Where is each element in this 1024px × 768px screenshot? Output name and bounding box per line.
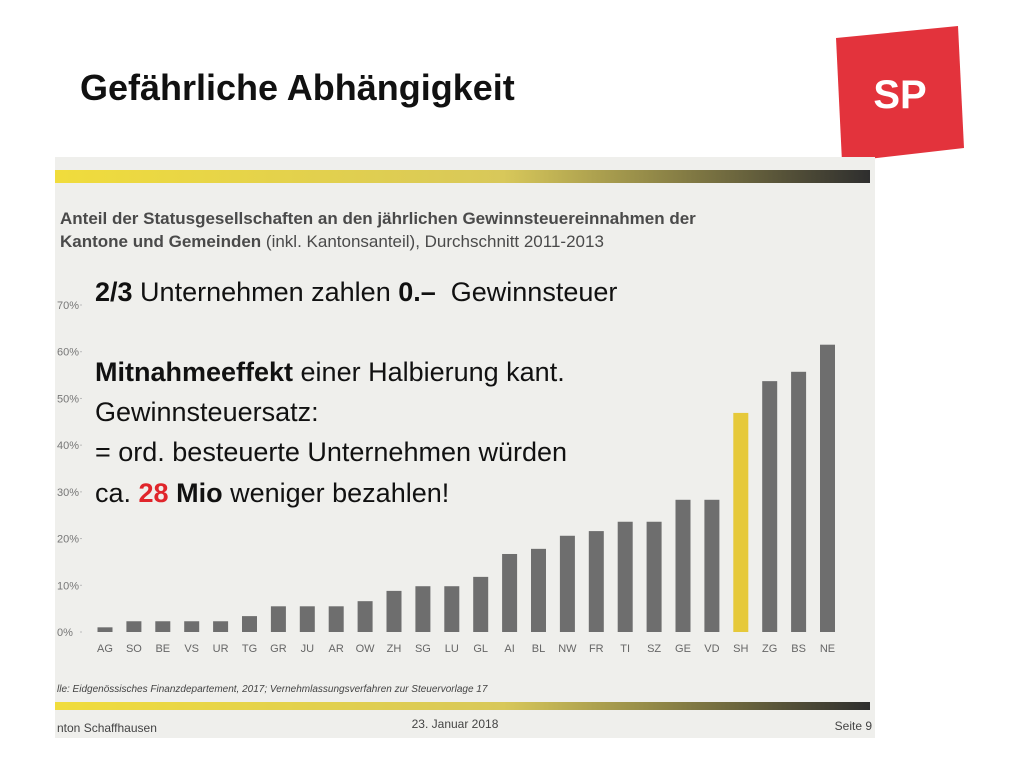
x-tick-label: SG <box>415 643 431 655</box>
x-tick-label: SH <box>733 643 748 655</box>
y-tick-label: 60% <box>57 347 79 359</box>
bar <box>531 548 546 632</box>
footer-center: 23. Januar 2018 <box>412 717 499 731</box>
bar <box>588 531 604 632</box>
y-tick-label: 20% <box>57 534 79 546</box>
bar <box>270 606 286 632</box>
x-tick-label: TG <box>242 643 257 655</box>
overlay-line-run: ca. <box>95 478 139 508</box>
overlay-line-run: Mio <box>176 478 223 508</box>
y-tick-label: 50% <box>57 393 79 405</box>
y-tick-label: 40% <box>57 440 79 452</box>
overlay-line-run: Unternehmen zahlen <box>133 277 399 307</box>
overlay-line: ca. 28 Mio weniger bezahlen! <box>95 478 449 508</box>
overlay-line-run: einer Halbierung kant. <box>293 357 565 387</box>
logo-text: SP <box>873 73 926 117</box>
y-tick-label: 10% <box>57 580 79 592</box>
chart-title-run: Anteil der Statusgesellschaften an den j… <box>60 209 696 228</box>
chart-title-run: Kantone und Gemeinden <box>60 232 261 251</box>
bottom-stripe <box>55 702 870 710</box>
overlay-line-run: = ord. besteuerte Unternehmen würden <box>95 437 567 467</box>
overlay-line-run: 2/3 <box>95 277 133 307</box>
x-tick-label: BS <box>791 643 806 655</box>
x-tick-label: UR <box>213 643 229 655</box>
y-tick-label: 30% <box>57 487 79 499</box>
bar <box>559 535 575 632</box>
bar <box>242 616 257 632</box>
x-tick-label: ZG <box>762 643 777 655</box>
footer-right: Seite 9 <box>835 719 873 733</box>
x-tick-label: LU <box>445 643 459 655</box>
x-tick-label: OW <box>356 643 376 655</box>
y-tick-label: 70% <box>57 300 79 312</box>
overlay-line-run: 0.– <box>398 277 436 307</box>
bar <box>733 412 749 632</box>
overlay-line: Gewinnsteuersatz: <box>95 397 319 427</box>
bar <box>155 621 171 632</box>
x-tick-label: NE <box>820 643 835 655</box>
bar <box>820 344 835 632</box>
bar <box>357 601 373 632</box>
source: lle: Eidgenössisches Finanzdepartement, … <box>57 684 488 695</box>
x-tick-label: JU <box>301 643 315 655</box>
x-tick-label: SZ <box>647 643 661 655</box>
x-tick-label: GR <box>270 643 287 655</box>
bar <box>415 586 431 632</box>
overlay-line-run <box>169 478 177 508</box>
x-tick-label: GE <box>675 643 691 655</box>
bar <box>791 371 807 632</box>
x-tick-label: VS <box>184 643 199 655</box>
y-tick-label: 0% <box>57 627 73 639</box>
x-tick-label: AI <box>504 643 514 655</box>
overlay-line-run: weniger bezahlen! <box>223 478 450 508</box>
top-stripe <box>55 170 870 183</box>
bar <box>126 621 142 632</box>
bar <box>299 606 315 632</box>
bar <box>502 553 518 632</box>
overlay-line-run: Mitnahmeeffekt <box>95 357 293 387</box>
x-tick-label: AR <box>329 643 344 655</box>
x-tick-label: BL <box>532 643 545 655</box>
chart-title-run: (inkl. Kantonsanteil), Durchschnitt 2011… <box>261 232 604 251</box>
overlay-line: = ord. besteuerte Unternehmen würden <box>95 437 567 467</box>
bar <box>184 621 200 632</box>
overlay-text: 2/3 Unternehmen zahlen 0.– Gewinnsteuer M… <box>95 277 617 508</box>
slide-title: Gefährliche Abhängigkeit <box>80 67 515 108</box>
logo-box <box>836 26 964 162</box>
footer-left: nton Schaffhausen <box>57 721 157 735</box>
bar <box>97 627 113 632</box>
bar <box>213 621 229 632</box>
bar <box>646 521 662 632</box>
overlay-line-run: 28 <box>139 478 169 508</box>
chart: Anteil der Statusgesellschaften an den j… <box>57 209 835 655</box>
bar <box>444 586 460 632</box>
x-tick-label: VD <box>704 643 719 655</box>
bar <box>328 606 344 632</box>
overlay-line: Mitnahmeeffekt einer Halbierung kant. <box>95 357 565 387</box>
chart-title: Anteil der Statusgesellschaften an den j… <box>60 209 696 228</box>
bar <box>386 590 402 632</box>
chart-title: Kantone und Gemeinden (inkl. Kantonsante… <box>60 232 604 251</box>
overlay-line: 2/3 Unternehmen zahlen 0.– Gewinnsteuer <box>95 277 617 307</box>
overlay-line-run: Gewinnsteuersatz: <box>95 397 319 427</box>
bar <box>762 381 778 632</box>
x-tick-label: SO <box>126 643 142 655</box>
x-tick-label: AG <box>97 643 113 655</box>
bar <box>704 499 720 632</box>
bar <box>675 499 691 632</box>
overlay-line-run: Gewinnsteuer <box>436 277 618 307</box>
x-tick-label: BE <box>155 643 170 655</box>
bar <box>473 576 489 632</box>
x-tick-label: ZH <box>387 643 402 655</box>
x-tick-label: NW <box>558 643 577 655</box>
x-tick-label: GL <box>473 643 488 655</box>
bar <box>617 521 633 632</box>
x-tick-label: FR <box>589 643 604 655</box>
x-tick-label: TI <box>620 643 630 655</box>
